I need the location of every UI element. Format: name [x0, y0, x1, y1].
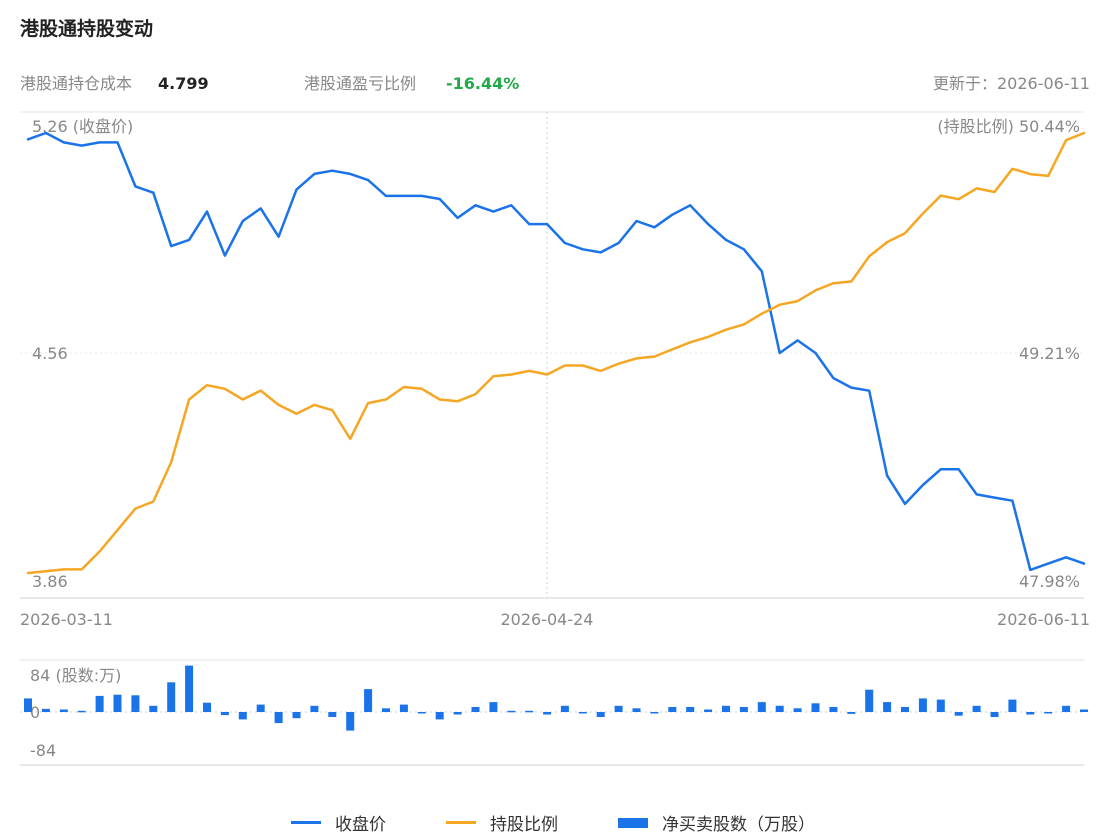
legend-price-label: 收盘价	[335, 815, 386, 835]
net-trade-bar	[24, 698, 32, 712]
y-left-tick-bottom: 3.86	[32, 572, 68, 591]
net-trade-bar	[918, 698, 927, 712]
net-trade-bar	[865, 689, 874, 712]
net-trade-bar	[686, 707, 695, 712]
net-trade-bar	[310, 705, 319, 712]
series-line-price	[26, 131, 1086, 572]
legend-price-swatch	[291, 821, 321, 824]
net-trade-bar	[435, 712, 444, 720]
net-trade-bar	[1026, 712, 1035, 715]
net-trade-bar	[41, 708, 50, 712]
net-trade-bar	[543, 712, 552, 715]
pnl-ratio-label: 港股通盈亏比例	[304, 74, 417, 93]
holding-cost-value: 4.799	[158, 74, 209, 93]
net-trade-bar	[525, 710, 534, 713]
legend-bars[interactable]: 净买卖股数（万股）	[618, 810, 815, 835]
net-trade-bar	[614, 705, 623, 712]
series-line-ratio	[26, 131, 1086, 575]
net-trade-bar	[59, 709, 68, 712]
net-trade-bar	[382, 708, 390, 712]
net-trade-bar	[901, 707, 909, 712]
net-trade-bar	[1080, 709, 1088, 712]
net-trade-bar	[292, 712, 301, 719]
net-trade-bar	[95, 695, 104, 712]
net-trade-bar	[131, 695, 140, 712]
y-right-tick-mid: 49.21%	[1019, 344, 1080, 363]
net-trade-bar	[722, 705, 730, 712]
net-trade-bar	[954, 712, 963, 716]
net-trade-bar	[596, 712, 605, 717]
net-trade-bar	[471, 707, 480, 712]
net-trade-bar	[632, 708, 641, 712]
net-trade-bar	[220, 712, 229, 716]
legend-bars-label: 净买卖股数（万股）	[662, 815, 815, 835]
net-trade-bar	[990, 712, 999, 717]
legend-ratio[interactable]: 持股比例	[446, 810, 558, 835]
x-tick-label-start: 2026-03-11	[20, 610, 113, 629]
net-trade-bar	[203, 702, 211, 712]
net-trade-bar	[775, 705, 784, 712]
net-trade-bar	[757, 702, 766, 712]
bar-tick-top: 84 (股数:万)	[30, 666, 121, 685]
net-trade-bar	[364, 689, 373, 712]
net-trade-bar	[507, 710, 516, 713]
net-trade-bar	[936, 699, 945, 712]
net-trade-bar	[274, 712, 283, 724]
net-trade-bar	[489, 702, 498, 712]
net-trade-bar	[668, 707, 677, 712]
net-trade-bar	[560, 705, 569, 712]
net-trade-bar	[453, 712, 462, 715]
net-trade-bar	[811, 703, 820, 712]
net-trade-bar	[847, 712, 856, 714]
y-right-tick-top: (持股比例) 50.44%	[937, 117, 1080, 136]
y-right-tick-bottom: 47.98%	[1019, 572, 1080, 591]
x-tick-label-end: 2026-06-11	[997, 610, 1090, 629]
net-trade-bar	[256, 704, 265, 712]
net-trade-bar	[739, 707, 748, 712]
bar-tick-bottom: -84	[30, 741, 56, 760]
net-trade-bar	[829, 707, 838, 712]
net-trade-bar	[1044, 712, 1053, 714]
bar-tick-zero: 0	[30, 703, 40, 722]
net-trade-bar	[578, 712, 587, 714]
net-trade-bar	[1062, 705, 1071, 712]
legend-ratio-swatch	[446, 821, 476, 824]
y-left-tick-mid: 4.56	[32, 344, 68, 363]
net-trade-bar	[972, 705, 981, 712]
legend-bars-swatch	[618, 817, 648, 828]
net-trade-bar	[238, 712, 247, 720]
net-trade-bar	[77, 710, 86, 713]
net-trade-bar	[149, 705, 158, 712]
x-tick-label-mid: 2026-04-24	[501, 610, 594, 629]
net-trade-bar	[417, 712, 426, 714]
net-trade-bar	[346, 712, 355, 731]
net-trade-bar	[113, 694, 122, 712]
updated-date: 更新于：2026-06-11	[933, 74, 1090, 93]
legend-ratio-label: 持股比例	[490, 815, 558, 835]
net-trade-bar	[328, 712, 337, 717]
net-trade-bar	[883, 702, 892, 712]
chart-title: 港股通持股变动	[20, 18, 154, 40]
net-trade-bar	[185, 665, 194, 712]
net-trade-bar	[650, 712, 659, 714]
holding-cost-stat: 港股通持仓成本 4.799	[20, 70, 209, 94]
legend-price[interactable]: 收盘价	[291, 810, 386, 835]
pnl-ratio-value: -16.44%	[446, 74, 520, 93]
net-trade-bar	[167, 682, 176, 712]
chart-legend: 收盘价 持股比例 净买卖股数（万股）	[0, 810, 1106, 835]
holding-cost-label: 港股通持仓成本	[20, 74, 133, 93]
pnl-ratio-stat: 港股通盈亏比例 -16.44%	[304, 70, 519, 94]
net-trade-bar	[399, 704, 408, 712]
net-trade-bar	[1008, 699, 1017, 712]
net-trade-bar	[793, 708, 802, 712]
y-left-tick-top: 5.26 (收盘价)	[32, 117, 133, 136]
net-trade-bar	[704, 709, 713, 712]
